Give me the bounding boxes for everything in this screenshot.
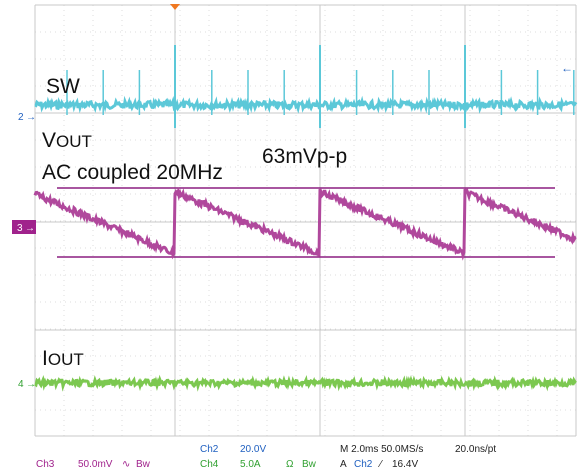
iout-sub: OUT — [48, 350, 84, 369]
ch4-scale: 5.0A — [240, 459, 261, 470]
ch3-coupling: ∿ — [122, 459, 130, 470]
ch2-name: Ch2 — [200, 444, 219, 455]
sw-label: SW — [46, 75, 80, 98]
iout-label: IOUT — [42, 347, 84, 370]
status-bar: Ch2 20.0V M 2.0ms 50.0MS/s 20.0ns/pt Ch3… — [36, 444, 496, 470]
ch4-marker: 4 — [18, 379, 24, 390]
trigger-slope: ⁄ — [377, 459, 383, 470]
iout-main: I — [42, 347, 48, 370]
vout-sub: OUT — [56, 132, 92, 151]
ch3-scale: 50.0mV — [78, 459, 113, 470]
trigger-mode: A — [340, 459, 347, 470]
coupling-label: AC coupled 20MHz — [42, 161, 223, 184]
trigger-level: 16.4V — [392, 459, 418, 470]
trigger-marker — [170, 4, 180, 10]
vout-main: V — [42, 129, 56, 152]
ch3-bw: Bw — [136, 459, 151, 470]
trigger-level-arrow: ← — [561, 61, 573, 75]
ch3-arrow: → — [25, 223, 35, 234]
iout-trace — [34, 374, 577, 392]
vout-label: VOUT — [42, 129, 92, 152]
ripple-label: 63mVp-p — [262, 145, 347, 168]
ch2-scale: 20.0V — [240, 444, 266, 455]
waveforms — [33, 45, 578, 392]
ch2-marker: 2 — [18, 112, 24, 123]
vout-trace — [33, 187, 577, 261]
timebase: M 2.0ms 50.0MS/s — [340, 444, 423, 455]
ch4-arrow: → — [26, 379, 36, 390]
ch2-arrow: → — [26, 112, 36, 123]
ch3-marker: 3 — [17, 223, 23, 234]
trigger-source: Ch2 — [354, 459, 373, 470]
ch3-marker-box — [12, 220, 36, 234]
ch3-name: Ch3 — [36, 459, 55, 470]
sw-trace — [34, 95, 578, 114]
ch4-bw: Bw — [302, 459, 317, 470]
resolution: 20.0ns/pt — [455, 444, 496, 455]
ch4-name: Ch4 — [200, 459, 219, 470]
ch4-coupling: Ω — [286, 459, 294, 470]
